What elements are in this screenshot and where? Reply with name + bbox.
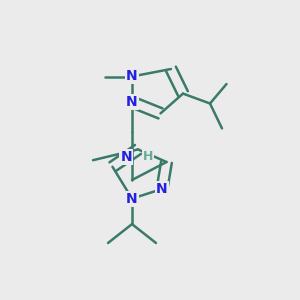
Text: N: N (156, 182, 168, 196)
Text: N: N (120, 150, 132, 164)
Text: N: N (126, 192, 138, 206)
Text: N: N (126, 70, 138, 83)
Text: N: N (126, 95, 138, 109)
Text: H: H (142, 150, 153, 163)
